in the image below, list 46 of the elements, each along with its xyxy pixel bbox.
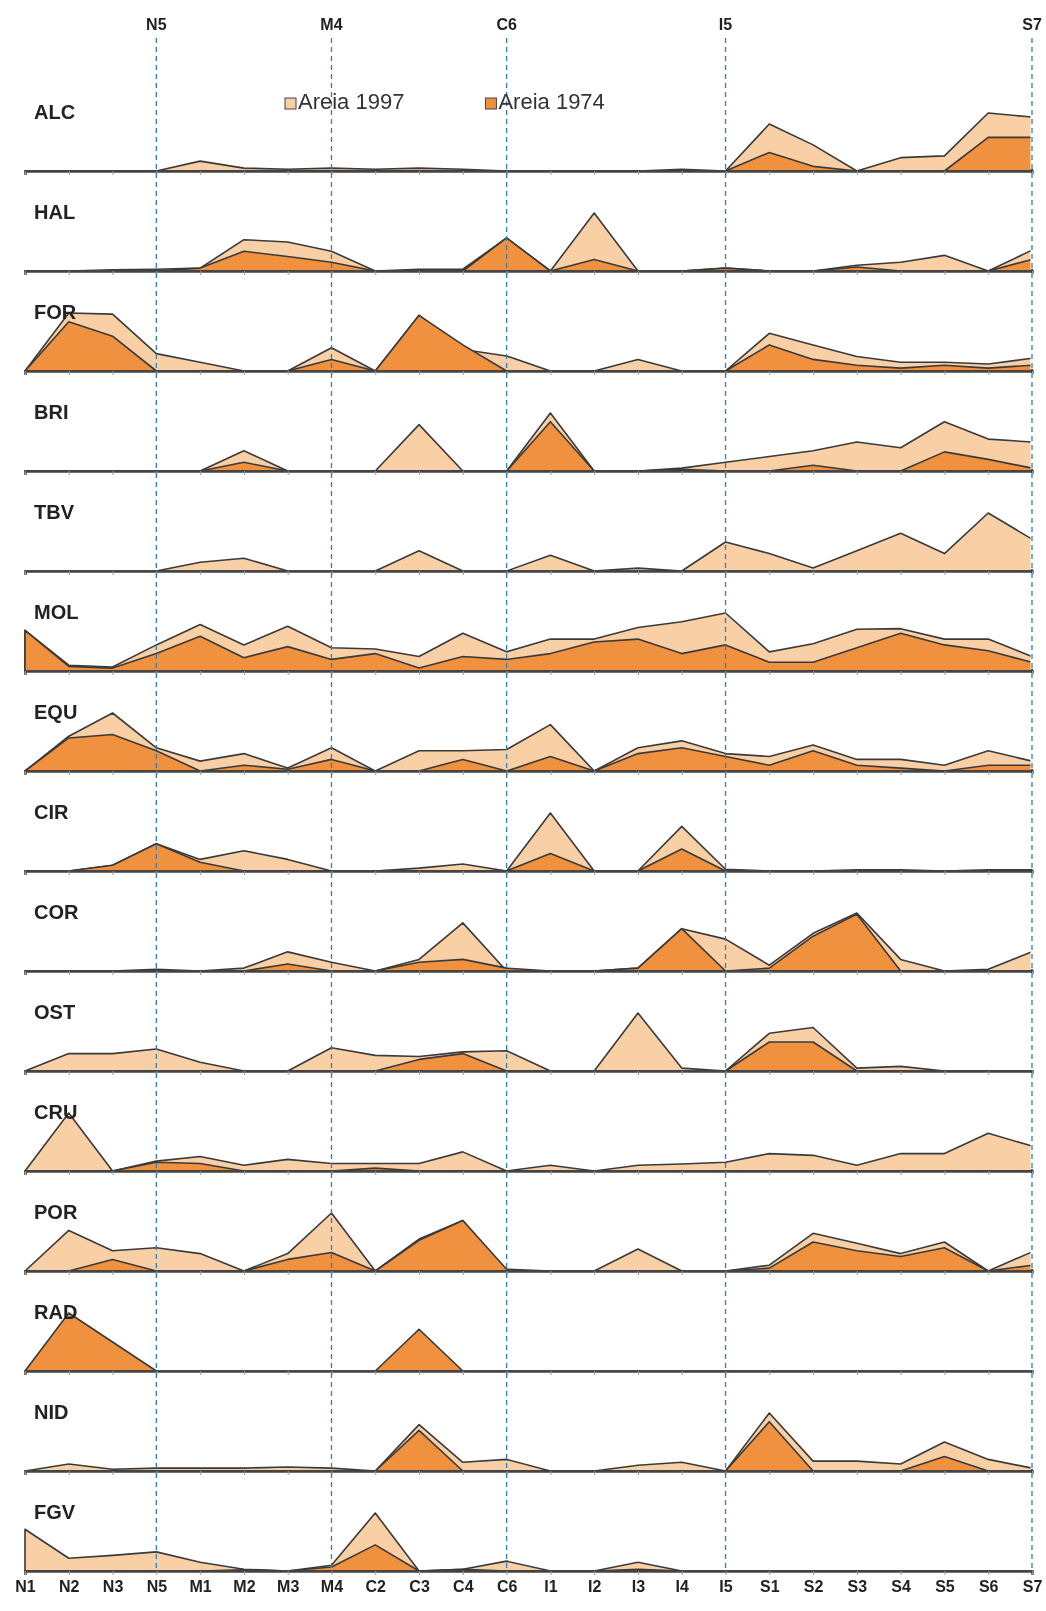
x-tick-label: N2 <box>59 1578 80 1596</box>
legend-label: Areia 1974 <box>498 89 605 114</box>
chart-title: FGV <box>34 1501 76 1523</box>
x-tick-label: I5 <box>719 1578 733 1596</box>
x-tick-label: C4 <box>453 1578 474 1596</box>
x-tick-label: C2 <box>365 1578 387 1596</box>
chart-title: MOL <box>34 601 79 623</box>
text: I5 <box>718 16 733 33</box>
chart-title: ALC <box>34 101 76 123</box>
x-tick-label: N1 <box>15 1578 36 1596</box>
chart-title: FOR <box>34 301 77 323</box>
x-tick-label: S2 <box>803 1578 824 1596</box>
x-tick-label: M4 <box>320 1578 344 1596</box>
x-tick-label: S6 <box>978 1578 999 1596</box>
x-tick-label: S7 <box>1022 1578 1043 1596</box>
x-tick-label: S3 <box>847 1578 868 1596</box>
chart-title: BRI <box>34 401 69 423</box>
x-tick-label: S1 <box>760 1578 780 1596</box>
x-tick-label: C3 <box>409 1578 430 1596</box>
x-tick-label: N3 <box>102 1578 124 1596</box>
legend-label: Areia 1997 <box>298 89 405 114</box>
x-tick-label: M3 <box>277 1578 300 1596</box>
chart-title: CRU <box>34 1101 78 1123</box>
x-tick-label: N5 <box>146 1578 168 1596</box>
x-tick-label: I4 <box>675 1578 690 1596</box>
chart-title: NID <box>34 1401 69 1423</box>
text: C6 <box>496 16 517 33</box>
x-tick-label: M2 <box>233 1578 256 1596</box>
chart-title: TBV <box>34 501 75 523</box>
text: N5 <box>146 16 167 33</box>
chart-title: COR <box>34 901 79 923</box>
chart-title: CIR <box>34 801 69 823</box>
x-tick-label: I1 <box>544 1578 558 1596</box>
chart-title: RAD <box>34 1301 78 1323</box>
x-tick-label: I3 <box>631 1578 646 1596</box>
x-tick-label: S5 <box>935 1578 955 1596</box>
text: M4 <box>320 16 343 33</box>
x-tick-label: S4 <box>891 1578 912 1596</box>
x-tick-label: I2 <box>588 1578 602 1596</box>
x-tick-label: C6 <box>496 1578 518 1596</box>
chart-title: OST <box>34 1001 76 1023</box>
chart-title: HAL <box>34 201 76 223</box>
text: S7 <box>1022 16 1042 33</box>
chart-title: EQU <box>34 701 78 723</box>
chart-title: POR <box>34 1201 78 1223</box>
x-tick-label: M1 <box>189 1578 212 1596</box>
